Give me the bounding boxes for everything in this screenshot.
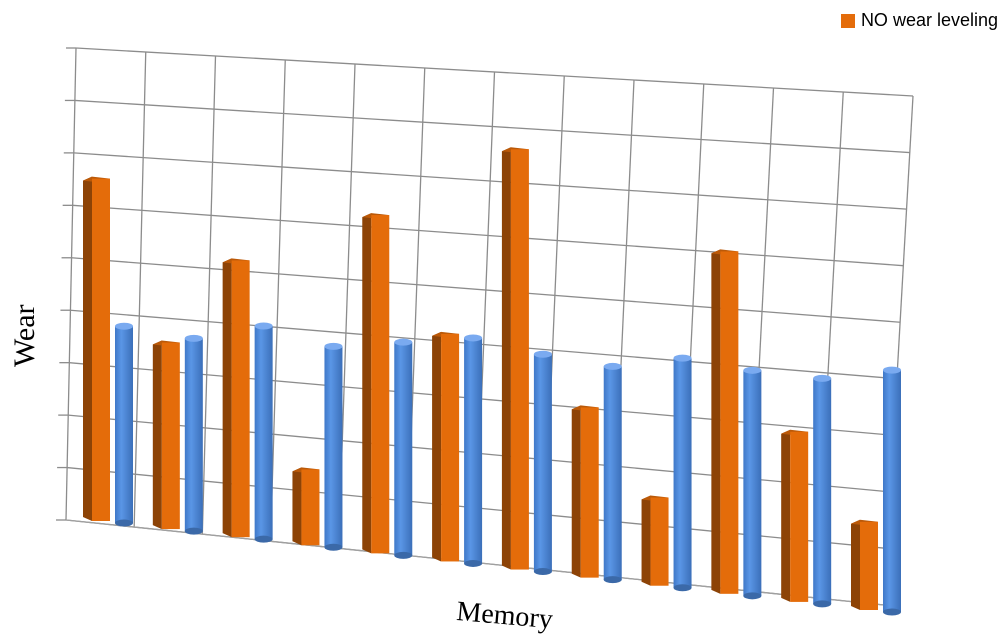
- bar-side: [362, 213, 372, 554]
- bar-side: [641, 495, 651, 586]
- cylinder-base: [533, 568, 552, 576]
- cylinder-body: [883, 370, 901, 612]
- bar-wear-leveling-5: [394, 338, 413, 559]
- bar-wear-leveling-8: [603, 362, 622, 584]
- bar-no-wear-leveling-6: [432, 331, 460, 562]
- bar-front: [92, 178, 110, 521]
- cylinder-body: [254, 325, 273, 540]
- cylinder-body: [603, 366, 622, 580]
- bar-no-wear-leveling-1: [83, 176, 110, 521]
- grid-line-vertical: [269, 59, 286, 542]
- cylinder-top: [254, 322, 273, 330]
- bar-wear-leveling-12: [883, 366, 901, 616]
- bar-no-wear-leveling-7: [501, 147, 529, 570]
- bar-wear-leveling-6: [464, 334, 483, 567]
- cylinder-base: [115, 519, 133, 527]
- bar-front: [580, 407, 599, 578]
- y-axis-label: Wear: [8, 304, 41, 367]
- grid-line-vertical: [201, 55, 217, 535]
- cylinder-top: [324, 342, 343, 350]
- cylinder-top: [673, 354, 692, 362]
- cylinder-top: [603, 362, 622, 370]
- cylinder-body: [464, 337, 483, 564]
- bar-wear-leveling-7: [533, 350, 552, 576]
- bar-front: [441, 333, 460, 562]
- cylinder-top: [115, 322, 133, 330]
- bar-front: [860, 521, 878, 610]
- cylinder-base: [464, 559, 483, 567]
- bar-side: [571, 405, 581, 578]
- bar-side: [222, 258, 232, 538]
- cylinder-top: [743, 366, 762, 374]
- cylinder-body: [394, 342, 413, 556]
- bar-no-wear-leveling-8: [571, 405, 599, 578]
- bar-side: [83, 176, 92, 521]
- cylinder-top: [813, 374, 832, 382]
- cylinder-top: [533, 350, 552, 358]
- cylinder-body: [533, 354, 552, 572]
- bar-wear-leveling-10: [743, 366, 762, 600]
- bar-no-wear-leveling-3: [222, 258, 250, 538]
- cylinder-base: [673, 584, 692, 592]
- cylinder-top: [883, 366, 901, 374]
- bar-wear-leveling-2: [184, 334, 203, 535]
- bar-side: [711, 249, 721, 594]
- cylinder-base: [184, 527, 203, 535]
- bar-no-wear-leveling-2: [152, 340, 180, 530]
- bar-wear-leveling-4: [324, 342, 343, 551]
- cylinder-body: [673, 358, 692, 588]
- bar-no-wear-leveling-12: [851, 519, 878, 610]
- bar-front: [371, 215, 390, 554]
- chart-legend: NO wear leveling: [840, 10, 998, 31]
- cylinder-top: [184, 334, 203, 342]
- cylinder-body: [115, 326, 133, 523]
- bar-wear-leveling-9: [673, 354, 692, 592]
- bar-no-wear-leveling-9: [641, 495, 669, 586]
- cylinder-top: [464, 334, 483, 342]
- cylinder-base: [743, 592, 762, 600]
- bar-front: [231, 260, 250, 538]
- cylinder-base: [813, 600, 832, 608]
- bar-wear-leveling-1: [115, 322, 133, 527]
- bar-side: [152, 340, 162, 530]
- bar-wear-leveling-11: [813, 374, 832, 608]
- chart-bars: [83, 147, 901, 616]
- bar-front: [161, 342, 180, 530]
- legend-swatch-no-wear-leveling: [840, 13, 855, 28]
- cylinder-body: [743, 370, 762, 596]
- bar-side: [851, 519, 860, 610]
- bar-front: [301, 469, 320, 546]
- legend-label-no-wear-leveling: NO wear leveling: [860, 10, 998, 30]
- cylinder-base: [394, 551, 413, 559]
- bar-front: [790, 431, 809, 602]
- bar-front: [720, 251, 739, 594]
- bar-side: [501, 147, 511, 570]
- bar-side: [781, 429, 791, 602]
- bar-no-wear-leveling-5: [362, 213, 390, 554]
- cylinder-base: [883, 608, 901, 616]
- cylinder-body: [324, 346, 343, 548]
- bar-side: [432, 331, 442, 562]
- bar-no-wear-leveling-4: [292, 467, 320, 546]
- cylinder-base: [324, 543, 343, 551]
- cylinder-base: [254, 535, 273, 543]
- cylinder-base: [603, 576, 622, 584]
- bar-side: [292, 467, 302, 546]
- cylinder-body: [813, 378, 832, 604]
- grid-line-vertical: [133, 51, 147, 528]
- bar-no-wear-leveling-10: [711, 249, 739, 594]
- bar-no-wear-leveling-11: [781, 429, 809, 602]
- bar-front: [510, 149, 529, 570]
- cylinder-body: [184, 338, 203, 532]
- cylinder-top: [394, 338, 413, 346]
- bar-front: [650, 497, 669, 586]
- grid-line-vertical: [65, 47, 77, 521]
- bar-wear-leveling-3: [254, 322, 273, 543]
